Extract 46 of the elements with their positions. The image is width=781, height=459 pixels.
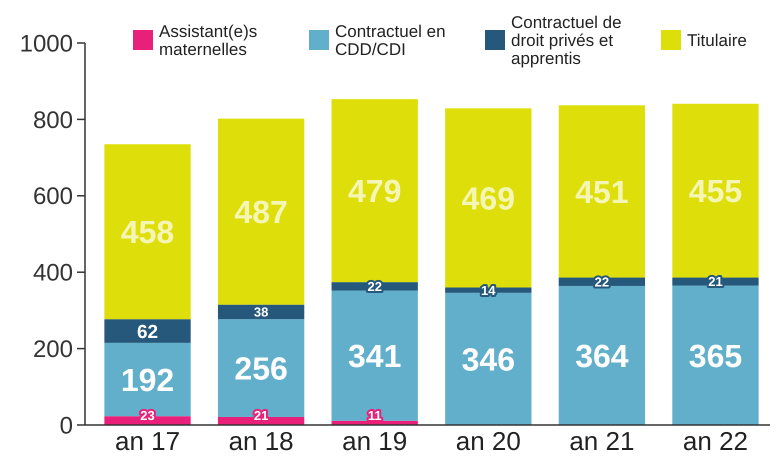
legend-label: Titulaire — [687, 31, 747, 50]
x-tick-label: an 20 — [456, 426, 521, 456]
data-label: 458 — [120, 214, 174, 250]
data-label: 11 — [368, 408, 382, 424]
data-label: 23 — [140, 408, 155, 424]
y-tick-label: 800 — [32, 106, 73, 134]
bar — [672, 286, 759, 425]
x-tick-label: an 22 — [682, 426, 748, 456]
data-label: 364 — [575, 338, 629, 374]
y-tick-label: 200 — [32, 336, 73, 363]
data-label: 346 — [462, 341, 515, 378]
data-label: 22 — [594, 274, 610, 290]
bar — [445, 108, 532, 288]
x-tick-label: an 19 — [342, 426, 408, 456]
data-label: 38 — [254, 304, 268, 320]
data-label: 256 — [234, 350, 288, 387]
data-label: 341 — [348, 338, 402, 374]
data-label: 451 — [575, 174, 629, 210]
data-label: 22 — [367, 279, 382, 294]
legend-label: Assistant(e)s maternelles — [159, 22, 258, 59]
bar — [558, 286, 646, 425]
legend-label: Contractuel de droit privés et apprentis — [511, 13, 622, 68]
bar — [558, 105, 646, 278]
y-tick-label: 600 — [32, 183, 73, 210]
x-tick-label: an 21 — [569, 426, 634, 456]
data-label: 487 — [234, 194, 288, 230]
bar — [104, 144, 191, 320]
bar — [332, 290, 418, 421]
data-label: 14 — [481, 282, 496, 298]
bar — [218, 118, 304, 305]
data-label: 455 — [688, 173, 742, 210]
y-tick-label: 400 — [32, 260, 73, 287]
data-label: 469 — [462, 180, 515, 216]
y-tick-label: 0 — [60, 412, 73, 440]
legend-label: Contractuel en CDD/CDI — [335, 22, 446, 59]
data-label: 365 — [688, 338, 742, 374]
data-label: 62 — [136, 322, 158, 343]
x-tick-label: an 18 — [228, 426, 294, 456]
bar — [104, 319, 191, 343]
data-label: 21 — [708, 274, 723, 290]
bar — [672, 104, 759, 278]
bar — [332, 99, 418, 282]
data-label: 479 — [348, 173, 402, 210]
y-tick-label: 1000 — [20, 30, 73, 58]
data-label: 192 — [120, 362, 174, 398]
x-tick-label: an 17 — [114, 426, 180, 456]
